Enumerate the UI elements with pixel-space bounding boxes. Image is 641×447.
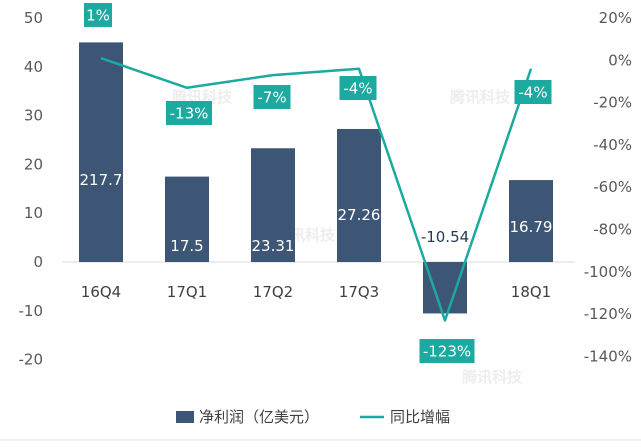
axes-layer: 50 40 30 20 10 0 -10 -20 20% 0% -20% -40% -60% -80% -1…: [19, 9, 633, 369]
bar: [509, 180, 553, 262]
line-data-label: 1%: [86, 7, 110, 25]
y-left-tick-label: 0: [33, 253, 43, 271]
y-left-tick-label: -20: [19, 351, 44, 369]
y-right-tick-label: -20%: [593, 94, 632, 112]
y-left-tick-label: 30: [24, 107, 43, 125]
watermark-text: 腾讯科技: [449, 88, 511, 106]
x-category-label: 17Q1: [167, 283, 207, 301]
y-left-tick-label: 40: [24, 58, 43, 76]
y-left-tick-label: 10: [24, 204, 43, 222]
bar: [423, 262, 467, 314]
line-series: 1% -13% -7% -4% -123% -4%: [84, 3, 552, 363]
legend: 净利润（亿美元） 同比增幅: [0, 408, 641, 441]
y-right-tick-label: -40%: [593, 136, 632, 154]
x-category-label: 17Q3: [339, 283, 379, 301]
y-right-tick-label: -120%: [584, 305, 632, 323]
line-label-box: [253, 85, 291, 109]
line-data-label: -13%: [170, 105, 209, 123]
bar-series: 217.7 17.5 23.31 27.26 -10.54 16.79: [79, 42, 553, 314]
y-right-tick-label: 0%: [608, 51, 632, 69]
line-data-label: -7%: [257, 89, 286, 107]
line-data-label: -4%: [343, 80, 372, 98]
y-right-tick-label: -100%: [584, 263, 632, 281]
y-left-tick-label: -10: [19, 302, 44, 320]
legend-bar-swatch: [176, 411, 194, 423]
bar: [79, 42, 123, 263]
bar-data-label: 217.7: [80, 171, 123, 189]
bar-data-label: 27.26: [338, 206, 381, 224]
x-category-label: 16Q4: [81, 283, 121, 301]
x-category-label: 18Q1: [511, 283, 551, 301]
legend-line-label: 同比增幅: [390, 408, 450, 426]
x-category-label: 17Q2: [253, 283, 293, 301]
y-right-tick-label: 20%: [599, 9, 632, 27]
line-label-box: [339, 76, 377, 100]
bar-data-label: -10.54: [421, 228, 469, 246]
bar-data-label: 16.79: [510, 218, 553, 236]
line-label-box: [84, 3, 112, 27]
bar: [251, 148, 295, 262]
bar: [165, 176, 209, 262]
line-label-box: [166, 101, 212, 125]
growth-line: [100, 57, 533, 322]
bar-data-label: 23.31: [252, 237, 295, 255]
y-left-tick-label: 20: [24, 155, 43, 173]
y-right-tick-label: -140%: [584, 347, 632, 365]
y-right-tick-label: -60%: [593, 178, 632, 196]
line-data-label: -4%: [518, 84, 547, 102]
y-right-tick-label: -80%: [593, 221, 632, 239]
y-left-tick-label: 50: [24, 9, 43, 27]
watermark-text: 腾讯科技: [461, 368, 523, 386]
line-label-box: [419, 339, 475, 363]
legend-bar-label: 净利润（亿美元）: [199, 408, 319, 426]
bar-data-label: 17.5: [170, 237, 203, 255]
line-label-box: [514, 80, 552, 104]
bar: [337, 128, 381, 262]
line-data-label: -123%: [423, 343, 471, 361]
